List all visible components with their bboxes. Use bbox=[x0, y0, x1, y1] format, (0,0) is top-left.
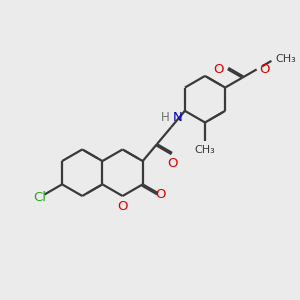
Text: CH₃: CH₃ bbox=[275, 55, 296, 64]
Text: O: O bbox=[156, 188, 166, 201]
Text: O: O bbox=[214, 63, 224, 76]
Text: N: N bbox=[172, 111, 182, 124]
Text: O: O bbox=[260, 63, 270, 76]
Text: O: O bbox=[167, 157, 177, 170]
Text: CH₃: CH₃ bbox=[195, 145, 215, 154]
Text: O: O bbox=[117, 200, 128, 213]
Text: H: H bbox=[161, 111, 170, 124]
Text: Cl: Cl bbox=[34, 190, 46, 204]
